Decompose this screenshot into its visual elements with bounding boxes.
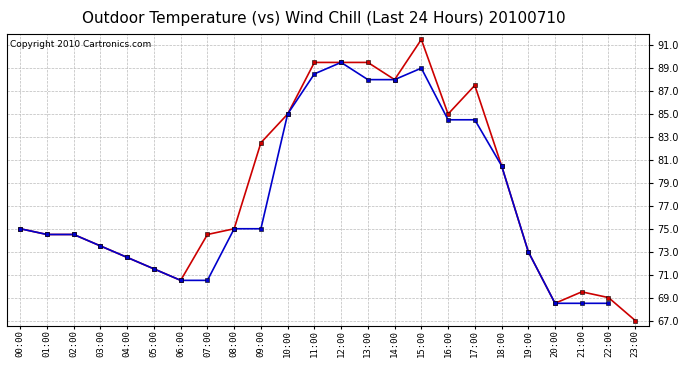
Text: Outdoor Temperature (vs) Wind Chill (Last 24 Hours) 20100710: Outdoor Temperature (vs) Wind Chill (Las… <box>83 11 566 26</box>
Text: Copyright 2010 Cartronics.com: Copyright 2010 Cartronics.com <box>10 40 151 49</box>
